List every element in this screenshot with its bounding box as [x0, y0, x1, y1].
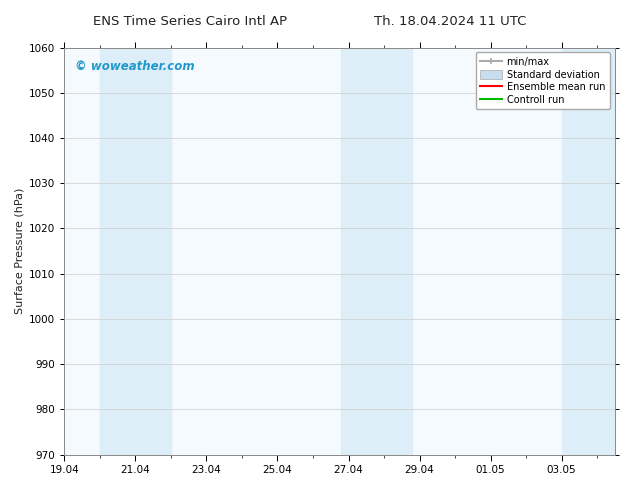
Text: ENS Time Series Cairo Intl AP: ENS Time Series Cairo Intl AP [93, 15, 287, 28]
Bar [100, 48, 171, 455]
Legend: min/max, Standard deviation, Ensemble mean run, Controll run: min/max, Standard deviation, Ensemble me… [476, 52, 610, 109]
Bar [342, 48, 413, 455]
Y-axis label: Surface Pressure (hPa): Surface Pressure (hPa) [15, 188, 25, 314]
Bar [562, 48, 615, 455]
Text: Th. 18.04.2024 11 UTC: Th. 18.04.2024 11 UTC [374, 15, 526, 28]
Text: © woweather.com: © woweather.com [75, 60, 195, 73]
